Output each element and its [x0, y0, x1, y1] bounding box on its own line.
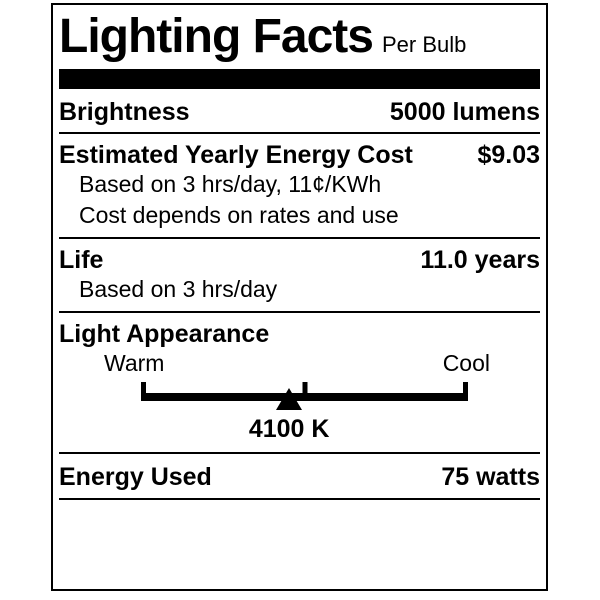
cool-label: Cool: [442, 350, 490, 376]
color-temperature-value: 4100 K: [248, 415, 330, 443]
life-row: Life 11.0 years: [59, 239, 540, 274]
energy-used-value: 75 watts: [441, 463, 540, 491]
light-appearance-row: Light Appearance: [59, 313, 540, 348]
section-divider: [59, 452, 540, 454]
bottom-blank-area: [59, 500, 540, 590]
brightness-row: Brightness 5000 lumens: [59, 89, 540, 132]
energy-cost-label: Estimated Yearly Energy Cost: [59, 141, 413, 169]
light-appearance-section: Light Appearance Warm Cool 4100 K: [59, 313, 540, 452]
brightness-label: Brightness: [59, 98, 190, 126]
energy-cost-value: $9.03: [477, 141, 540, 169]
life-label: Life: [59, 246, 104, 274]
scale-labels: Warm Cool: [59, 348, 540, 378]
energy-cost-note-basis: Based on 3 hrs/day, 11¢/KWh: [79, 171, 382, 197]
scale-right-end-tick: [463, 382, 468, 401]
brightness-value: 5000 lumens: [389, 98, 540, 126]
label-header: Lighting Facts Per Bulb: [59, 5, 540, 69]
section-divider: [59, 237, 540, 239]
life-value: 11.0 years: [420, 246, 540, 274]
scale-center-tick: [302, 382, 307, 401]
section-divider: [59, 498, 540, 500]
energy-cost-section: Estimated Yearly Energy Cost $9.03 Based…: [59, 134, 540, 237]
energy-used-row: Energy Used 75 watts: [59, 454, 540, 498]
light-appearance-label: Light Appearance: [59, 320, 270, 348]
label-subtitle: Per Bulb: [381, 32, 467, 57]
scale-left-end-tick: [141, 382, 146, 401]
energy-cost-note-disclaimer: Cost depends on rates and use: [79, 202, 399, 228]
header-divider-bar: [59, 69, 540, 89]
color-temperature-pointer-icon: [276, 388, 303, 410]
life-note-basis: Based on 3 hrs/day: [79, 276, 278, 302]
warm-label: Warm: [104, 350, 165, 376]
energy-used-label: Energy Used: [59, 463, 212, 491]
label-title: Lighting Facts: [59, 10, 374, 63]
section-divider: [59, 132, 540, 134]
section-divider: [59, 311, 540, 313]
energy-cost-row: Estimated Yearly Energy Cost $9.03: [59, 134, 540, 169]
lighting-facts-label: Lighting Facts Per Bulb Brightness 5000 …: [51, 3, 548, 591]
color-temperature-scale: 4100 K: [141, 382, 468, 444]
life-section: Life 11.0 years Based on 3 hrs/day: [59, 239, 540, 311]
